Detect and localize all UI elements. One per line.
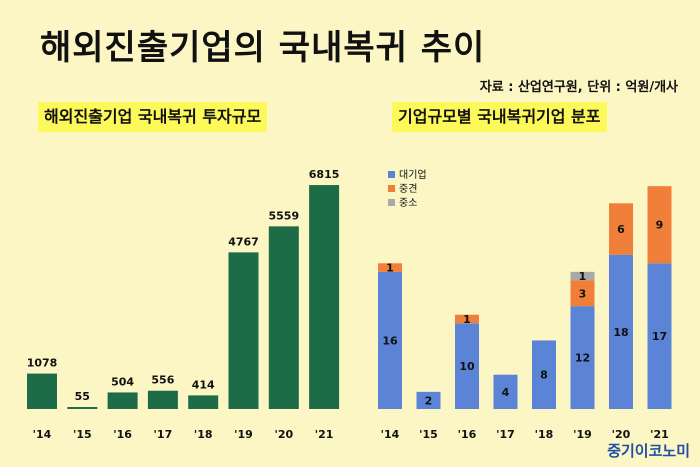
x-tick-label: '18 [194, 428, 213, 441]
legend-swatch [388, 185, 395, 192]
segment-value-label: 6 [617, 223, 625, 236]
segment-value-label: 9 [656, 219, 664, 232]
investment-bar [147, 390, 178, 409]
x-tick-label: '16 [113, 428, 132, 441]
stack-segment [416, 391, 441, 409]
legend-label: 중소 [399, 197, 417, 209]
stack-segment [493, 374, 518, 409]
segment-value-label: 18 [613, 326, 628, 339]
stack-segment [532, 340, 556, 409]
investment-value-label: 414 [192, 378, 215, 391]
x-tick-label: '14 [33, 428, 52, 441]
page-title: 해외진출기업의 국내복귀 추이 [40, 28, 486, 68]
legend-label: 대기업 [399, 168, 427, 181]
brand-logo: 중기이코노미 [607, 442, 690, 460]
segment-value-label: 3 [579, 287, 587, 300]
x-tick-label: '21 [650, 428, 669, 441]
stack-segment [570, 306, 595, 409]
stack-segment [609, 254, 633, 409]
stack-segment [570, 271, 595, 281]
investment-bar [107, 392, 138, 409]
stack-segment [609, 203, 633, 255]
x-tick-label: '17 [496, 428, 515, 441]
investment-value-label: 4767 [228, 235, 259, 248]
x-tick-label: '17 [154, 428, 173, 441]
segment-value-label: 17 [652, 330, 667, 343]
stack-segment [570, 280, 595, 307]
segment-value-label: 16 [382, 334, 398, 347]
x-tick-label: '21 [315, 428, 334, 441]
stack-segment [378, 263, 402, 272]
investment-bar [228, 252, 259, 409]
distribution-chart-title: 기업규모별 국내복귀기업 분포 [392, 102, 607, 132]
legend-swatch [388, 199, 395, 206]
investment-bar [268, 226, 299, 409]
x-tick-label: '19 [573, 428, 592, 441]
investment-chart-title: 해외진출기업 국내복귀 투자규모 [38, 102, 268, 132]
investment-bar [309, 185, 340, 409]
segment-value-label: 1 [386, 262, 394, 275]
x-tick-label: '20 [274, 428, 293, 441]
investment-value-label: 6815 [309, 168, 340, 181]
segment-value-label: 12 [575, 352, 590, 365]
investment-bar [67, 407, 98, 409]
investment-value-label: 504 [111, 375, 134, 388]
x-tick-label: '20 [612, 428, 631, 441]
segment-value-label: 4 [502, 386, 510, 399]
distribution-stacked-chart: 16 1 '14 2 '15 10 1 '16 4 '17 8 '18 12 3 1 '19 18 6 '20 17 9… [378, 168, 672, 441]
legend-label: 중견 [399, 183, 417, 195]
investment-value-label: 1078 [27, 357, 58, 370]
x-tick-label: '15 [73, 428, 92, 441]
x-tick-label: '18 [535, 428, 554, 441]
stack-segment [455, 314, 479, 324]
investment-bar-chart: 1078 '14 55 '15 504 '16 556 '17 414 '18 4767 '19 555… [27, 168, 340, 441]
investment-value-label: 5559 [268, 209, 299, 222]
investment-value-label: 556 [151, 374, 174, 387]
segment-value-label: 10 [459, 360, 475, 373]
x-tick-label: '15 [419, 428, 438, 441]
segment-value-label: 1 [463, 313, 471, 326]
segment-value-label: 2 [425, 394, 433, 407]
stack-segment [647, 263, 672, 409]
stack-segment [455, 323, 479, 409]
investment-value-label: 55 [75, 390, 90, 403]
x-tick-label: '14 [381, 428, 400, 441]
investment-bar [188, 395, 219, 409]
stack-segment [378, 271, 402, 409]
segment-value-label: 1 [579, 270, 587, 283]
stack-segment [647, 186, 672, 264]
source-note: 자료 : 산업연구원, 단위 : 억원/개사 [479, 80, 678, 95]
x-tick-label: '19 [234, 428, 253, 441]
x-tick-label: '16 [458, 428, 477, 441]
investment-bar [27, 373, 57, 409]
legend-swatch [388, 171, 395, 178]
segment-value-label: 8 [540, 369, 548, 382]
